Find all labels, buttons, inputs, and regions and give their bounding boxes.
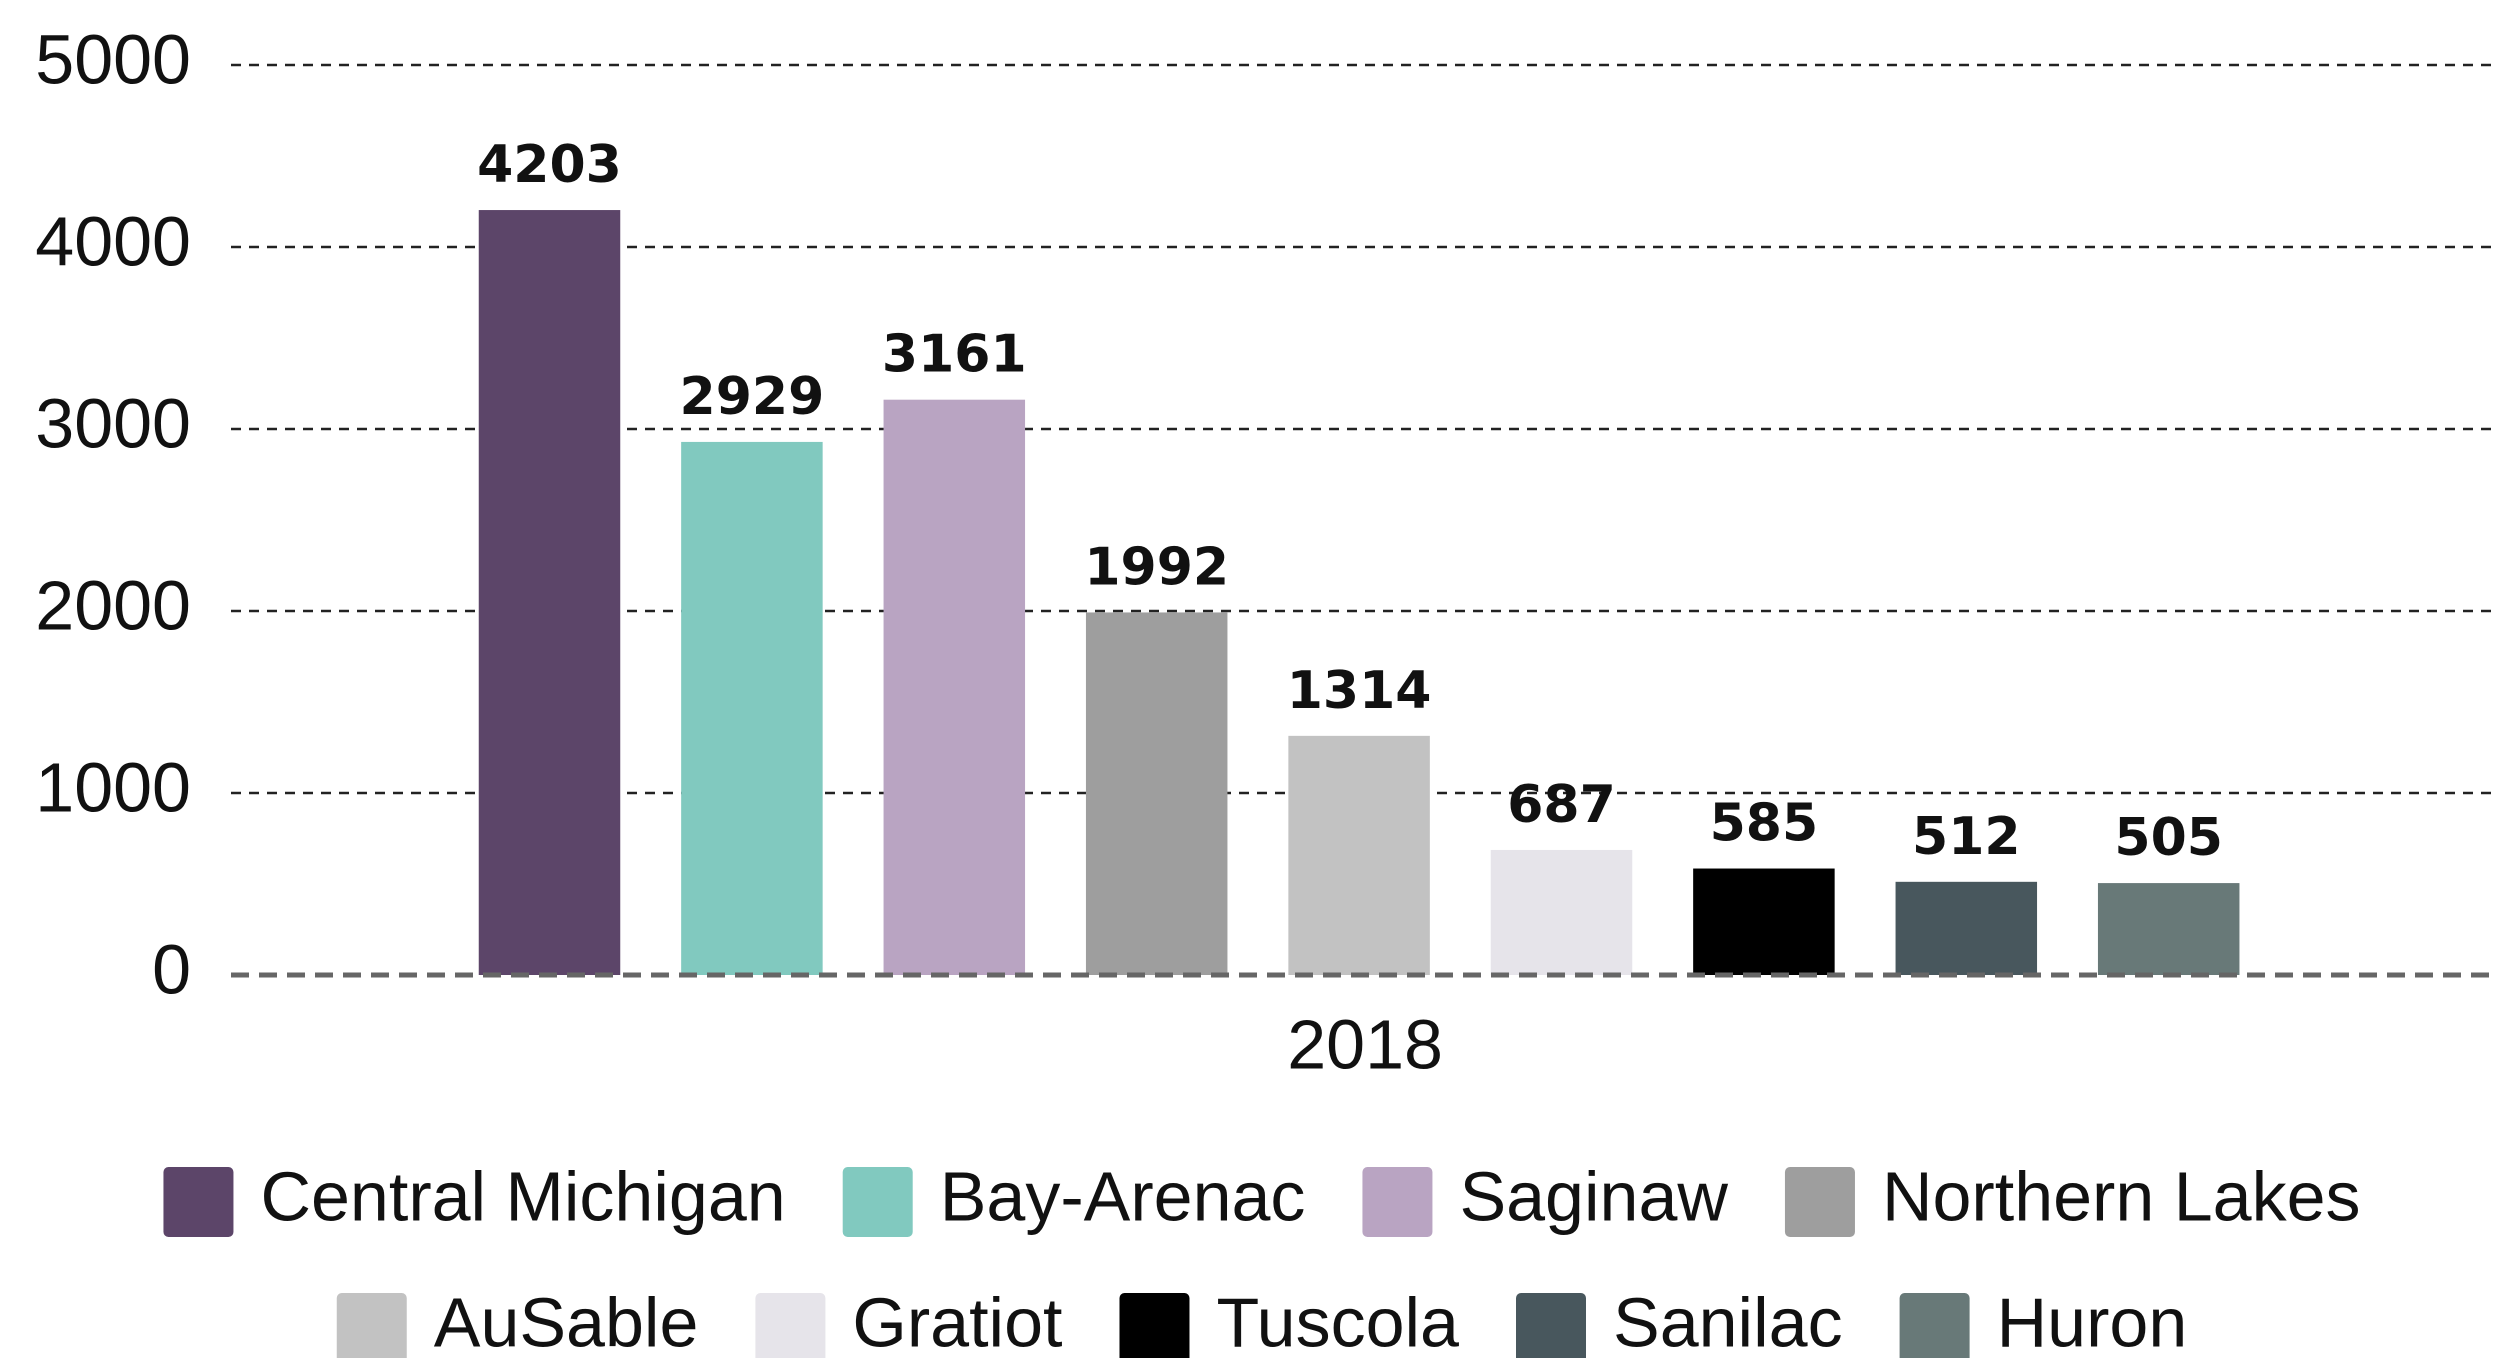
bar xyxy=(1288,735,1430,975)
legend-swatch xyxy=(755,1293,826,1358)
value-label: 2929 xyxy=(680,367,825,427)
bar xyxy=(478,210,621,975)
legend-label: AuSable xyxy=(434,1283,699,1358)
legend-label: Central Michigan xyxy=(260,1157,785,1235)
legend-label: Bay-Arenac xyxy=(940,1157,1306,1235)
value-label: 687 xyxy=(1507,775,1616,835)
value-label: 512 xyxy=(1912,807,2021,867)
bar xyxy=(681,441,823,975)
legend-swatch xyxy=(336,1293,407,1358)
value-label: 4203 xyxy=(477,135,622,195)
legend-swatch xyxy=(1362,1167,1433,1237)
value-label: 585 xyxy=(1710,794,1819,854)
y-tick-label: 0 xyxy=(152,930,191,1008)
legend-label: Tuscola xyxy=(1216,1283,1459,1358)
y-tick-label: 3000 xyxy=(35,384,191,462)
legend-label: Northern Lakes xyxy=(1882,1157,2361,1235)
bar xyxy=(883,399,1026,975)
y-tick-label: 5000 xyxy=(35,20,191,98)
legend-label: Huron xyxy=(1997,1283,2188,1358)
y-tick-label: 1000 xyxy=(35,748,191,826)
y-tick-label: 2000 xyxy=(35,566,191,644)
value-label: 505 xyxy=(2114,808,2223,868)
value-label: 3161 xyxy=(882,325,1027,385)
bar xyxy=(1490,849,1633,975)
legend-label: Saginaw xyxy=(1459,1157,1728,1235)
bar xyxy=(1895,881,2038,975)
bar xyxy=(2097,883,2240,975)
value-label: 1314 xyxy=(1287,661,1432,721)
bar xyxy=(1693,868,1835,975)
legend-label: Gratiot xyxy=(852,1283,1062,1358)
legend-swatch xyxy=(1516,1293,1586,1358)
legend-swatch xyxy=(1899,1293,1970,1358)
value-label: 1992 xyxy=(1084,537,1229,597)
legend-swatch xyxy=(1784,1167,1855,1237)
y-tick-label: 4000 xyxy=(35,202,191,280)
legend-swatch xyxy=(1119,1293,1190,1358)
x-tick-label: 2018 xyxy=(1287,1005,1443,1083)
bar xyxy=(1085,612,1228,975)
legend-swatch xyxy=(163,1167,234,1237)
legend-swatch xyxy=(842,1167,913,1237)
legend-label: Sanilac xyxy=(1613,1283,1843,1358)
